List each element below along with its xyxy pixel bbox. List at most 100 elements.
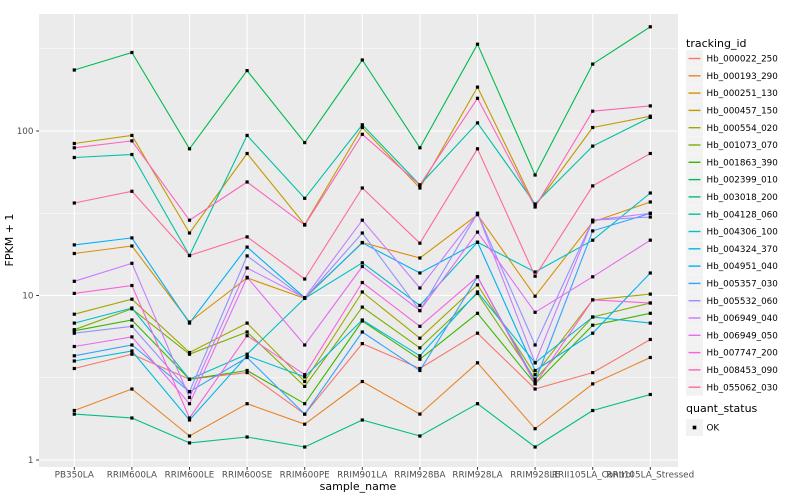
data-point [245,334,249,338]
data-point [591,323,595,327]
data-point [360,305,364,309]
data-point [245,275,249,279]
data-point [72,321,76,325]
legend-item-label: Hb_006949_040 [707,314,779,324]
legend-item-label: Hb_008453_090 [707,366,779,376]
data-point [591,125,595,130]
x-tick-label: RRIM600LA [107,471,157,481]
data-point [648,392,652,397]
data-point [72,251,76,256]
data-point [72,412,76,416]
legend-item-label: Hb_004306_100 [707,228,779,238]
y-axis-title: FPKM + 1 [3,214,16,267]
data-point [418,357,422,361]
data-point [245,254,249,258]
data-point [648,104,652,108]
data-point [591,109,595,113]
data-point [187,395,192,400]
plot-panel [39,14,678,467]
legend-item-label: Hb_005357_030 [707,280,779,290]
legend-item: Hb_004324_370 [686,240,778,258]
legend-item: Hb_006949_040 [686,309,779,327]
data-point [533,343,537,347]
data-point [648,191,652,195]
data-point [533,368,537,373]
data-point [130,133,134,137]
data-point [72,243,76,247]
gridlines [39,14,678,467]
data-point [533,373,537,377]
data-point [245,354,249,358]
data-point [72,146,76,150]
data-point [648,25,652,29]
legend-item: Hb_000457_150 [686,101,779,119]
data-point [360,418,364,422]
data-point [245,355,249,360]
data-point [418,146,422,150]
data-point [187,253,192,258]
data-point [475,85,480,89]
data-point [360,58,364,62]
data-point [72,359,76,363]
legend-item-label: Hb_000022_250 [707,55,779,65]
legend-key-square-marker [692,425,697,430]
data-point [418,412,422,416]
data-point [303,384,307,388]
data-point [533,270,537,274]
data-point [475,230,480,234]
legend-item-label: Hb_001073_070 [707,141,779,151]
legend-quant-ok-label: OK [707,424,720,434]
data-point [475,275,480,279]
data-point [245,402,249,406]
legend-item: Hb_003018_200 [686,188,778,206]
data-point [130,236,134,240]
data-point [130,349,134,353]
data-point [533,202,537,206]
data-point [72,155,76,160]
data-point [245,133,249,137]
legend-item-label: Hb_000457_150 [707,107,779,117]
x-axis-title: sample_name [320,480,397,493]
data-point [130,261,134,265]
data-point [591,229,595,233]
data-point [475,211,480,215]
legend-item: Hb_005357_030 [686,274,779,292]
data-point [533,274,537,278]
data-point [533,310,537,314]
data-point [245,245,249,249]
tick-labels: 1 10 100 PB350LA RRIM600LA RRIM600LE RRIM600SE… [17,127,694,481]
legend-item: Hb_001073_070 [686,136,779,154]
legend-item: Hb_055062_030 [686,378,778,396]
legend-title-quant-status: quant_status [686,402,758,415]
legend-item-label: Hb_007747_200 [707,349,779,359]
data-point [418,241,422,245]
y-tick-label: 1 [28,456,34,466]
data-point [187,231,192,235]
data-points [72,25,652,449]
data-point [245,69,249,73]
chart-layers: 1 10 100 PB350LA RRIM600LA RRIM600LE RRIM600SE… [17,14,779,481]
data-point [303,296,307,300]
data-point [648,321,652,325]
data-point [475,96,480,100]
legend-item-label: Hb_000193_290 [707,72,779,82]
data-point [303,196,307,200]
legend-item-label: Hb_000251_130 [707,89,779,99]
data-point [591,184,595,188]
legend-item: Hb_005532_060 [686,292,778,310]
data-point [130,416,134,420]
data-point [187,352,192,356]
data-point [418,354,422,358]
legend-item: Hb_000193_290 [686,67,779,85]
data-point [533,379,537,384]
x-tick-label: RRIM901LA [337,471,387,481]
data-point [130,352,134,356]
data-point [648,355,652,360]
data-point [360,330,364,334]
data-point [130,139,134,143]
data-point [187,147,192,151]
data-point [72,331,76,335]
x-tick-label: RRIM600LE [165,471,215,481]
data-point [648,271,652,275]
data-point [187,441,192,445]
